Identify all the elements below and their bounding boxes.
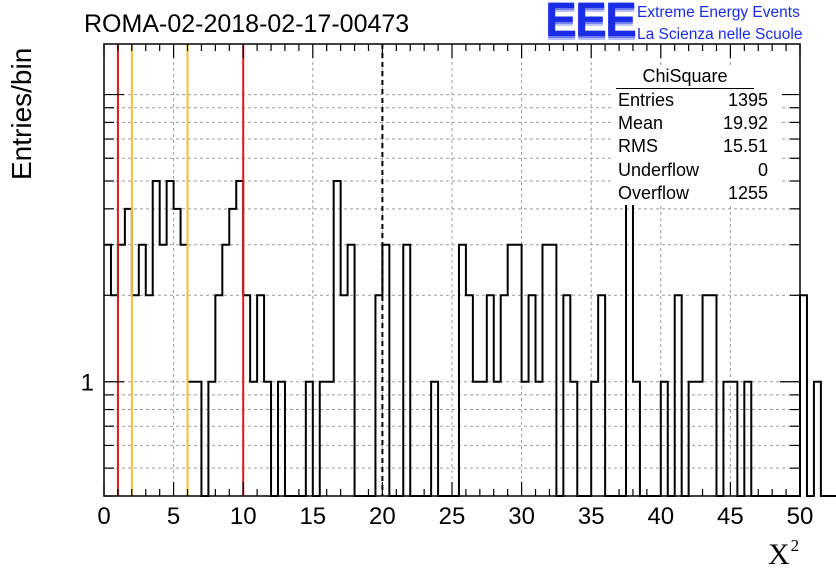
axis-ticks bbox=[103, 44, 801, 497]
x-tick-label: 45 bbox=[717, 503, 744, 530]
x-tick-label: 50 bbox=[787, 503, 814, 530]
stats-key: Underflow bbox=[618, 159, 700, 180]
stats-key: Mean bbox=[618, 113, 664, 134]
stats-value: 15.51 bbox=[722, 136, 768, 157]
grid-lines bbox=[104, 44, 800, 496]
stats-title: ChiSquare bbox=[616, 66, 754, 89]
x-axis-label-base: X bbox=[768, 538, 790, 571]
x-tick-label: 25 bbox=[439, 503, 466, 530]
stats-value: 0 bbox=[757, 159, 768, 180]
stats-row-mean: Mean 19.92 bbox=[612, 112, 782, 135]
stats-value: 19.92 bbox=[722, 113, 768, 134]
stats-row-underflow: Underflow 0 bbox=[612, 159, 782, 182]
tick-labels: 0 5 10 15 20 25 30 35 40 45 50 1 bbox=[81, 370, 814, 530]
x-tick-label: 30 bbox=[508, 503, 535, 530]
y-axis-label: Entries/bin bbox=[6, 47, 37, 180]
histogram-outline bbox=[104, 180, 836, 497]
histogram-steps bbox=[104, 180, 836, 497]
stats-key: RMS bbox=[618, 136, 658, 157]
x-tick-label: 10 bbox=[230, 503, 257, 530]
stats-value: 1255 bbox=[727, 182, 768, 203]
logo-line-2: La Scienza nelle Scuole bbox=[637, 26, 803, 43]
x-tick-label: 5 bbox=[167, 503, 180, 530]
stats-row-overflow: Overflow 1255 bbox=[612, 182, 782, 205]
stats-box: ChiSquare Entries 1395 Mean 19.92 RMS 15… bbox=[612, 66, 782, 205]
logo-line-1: Extreme Energy Events bbox=[637, 4, 800, 21]
stats-row-entries: Entries 1395 bbox=[612, 89, 782, 112]
stats-key: Overflow bbox=[618, 182, 690, 203]
run-title: ROMA-02-2018-02-17-00473 bbox=[84, 10, 410, 38]
x-tick-label: 40 bbox=[647, 503, 674, 530]
reference-lines bbox=[116, 44, 384, 496]
stats-row-rms: RMS 15.51 bbox=[612, 135, 782, 158]
logo-mark: EEE bbox=[545, 0, 637, 47]
x-tick-label: 15 bbox=[299, 503, 326, 530]
x-axis-label-superscript: 2 bbox=[790, 536, 800, 555]
x-axis-label: X2 bbox=[768, 536, 799, 572]
y-tick-label: 1 bbox=[81, 370, 94, 397]
stats-key: Entries bbox=[618, 90, 675, 110]
stats-value: 1395 bbox=[727, 90, 768, 110]
x-tick-label: 20 bbox=[369, 503, 396, 530]
x-tick-label: 0 bbox=[97, 503, 110, 530]
x-tick-label: 35 bbox=[578, 503, 605, 530]
